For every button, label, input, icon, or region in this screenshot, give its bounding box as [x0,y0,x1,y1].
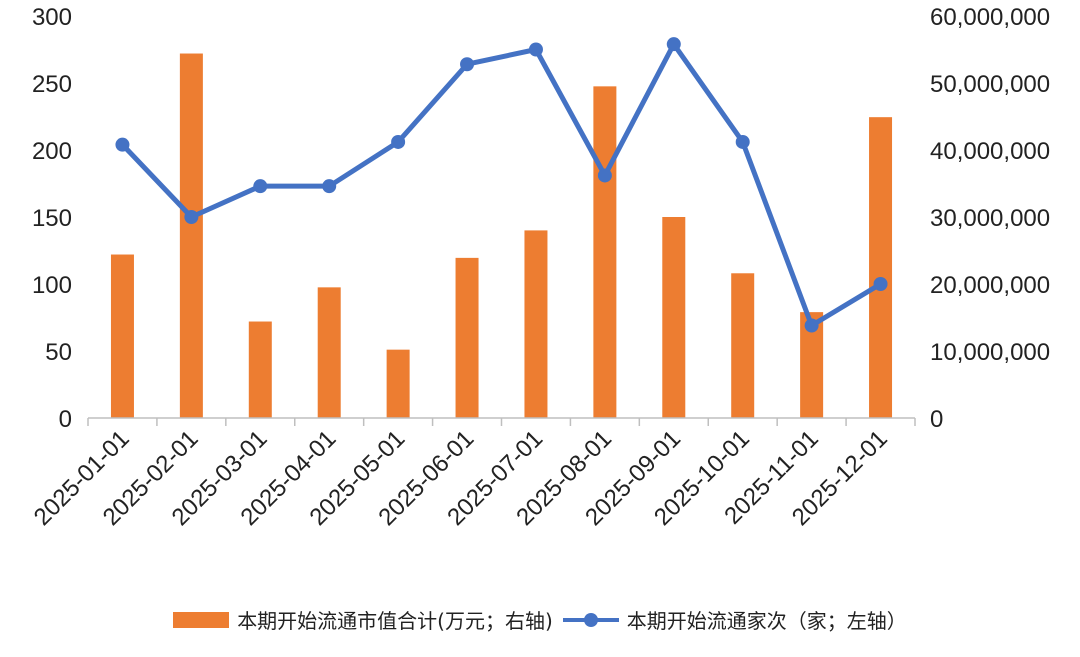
legend-label-bar: 本期开始流通市值合计(万元；右轴) [237,609,553,633]
right-axis-tick-label: 10,000,000 [930,339,1050,366]
line-point [804,318,819,333]
right-axis-tick-label: 30,000,000 [930,205,1050,232]
right-axis-tick-label: 0 [930,406,943,433]
legend-item-bar: 本期开始流通市值合计(万元；右轴) [173,605,553,634]
legend-swatch-bar [173,611,230,628]
legend: 本期开始流通市值合计(万元；右轴) 本期开始流通家次（家；左轴） [0,605,1080,634]
right-axis-tick-label: 20,000,000 [930,272,1050,299]
line-point [873,277,888,291]
bar [731,273,755,418]
bar [386,349,410,418]
line-point [597,168,612,183]
bar [800,312,824,418]
left-axis-tick-label: 300 [32,4,72,31]
bar [593,86,617,418]
left-axis-tick-label: 0 [59,406,72,433]
bar [455,257,479,418]
line-point [735,134,750,149]
bar [524,230,548,418]
right-axis-tick-label: 50,000,000 [930,71,1050,98]
legend-swatch-line [562,612,619,628]
right-axis-tick-label: 40,000,000 [930,138,1050,165]
bar [110,254,134,418]
bar [869,117,893,419]
legend-label-line: 本期开始流通家次（家；左轴） [626,609,907,633]
left-axis-tick-label: 150 [32,205,72,232]
bar [662,217,686,418]
bar [179,53,203,419]
line-point [322,179,337,194]
line-point [253,179,268,194]
legend-item-line: 本期开始流通家次（家；左轴） [562,605,907,634]
line-series [120,41,882,329]
line-point [528,42,543,57]
left-axis-tick-label: 200 [32,138,72,165]
line-point [391,134,406,149]
right-axis-tick-label: 60,000,000 [930,4,1050,31]
left-axis-tick-label: 100 [32,272,72,299]
bar [248,321,272,418]
bar [317,287,341,418]
line-point [460,57,475,72]
line-point [666,37,681,52]
left-axis-tick-label: 250 [32,71,72,98]
left-axis-tick-label: 50 [45,339,72,366]
line-point [115,137,130,152]
line-point [184,210,199,224]
